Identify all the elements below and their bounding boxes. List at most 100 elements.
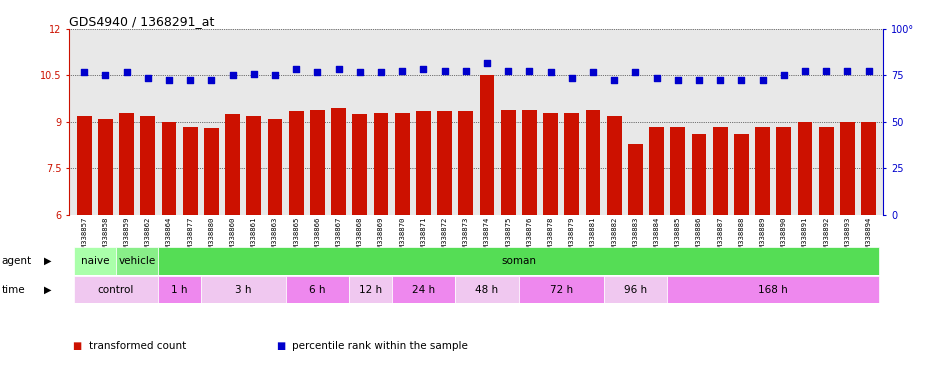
- Text: transformed count: transformed count: [89, 341, 186, 351]
- Bar: [519, 276, 603, 303]
- Bar: [416, 111, 431, 215]
- Point: [479, 60, 494, 66]
- Bar: [734, 134, 748, 215]
- Point: [459, 68, 474, 74]
- Text: ▶: ▶: [44, 256, 52, 266]
- Bar: [74, 276, 158, 303]
- Bar: [74, 247, 116, 275]
- Bar: [116, 247, 158, 275]
- Bar: [352, 114, 367, 215]
- Point: [840, 68, 855, 74]
- Bar: [819, 127, 833, 215]
- Bar: [500, 109, 515, 215]
- Bar: [310, 109, 325, 215]
- Point: [183, 77, 198, 83]
- Text: 96 h: 96 h: [623, 285, 647, 295]
- Point: [352, 69, 367, 75]
- Bar: [586, 109, 600, 215]
- Bar: [98, 119, 113, 215]
- Point: [310, 69, 325, 75]
- Text: 6 h: 6 h: [309, 285, 326, 295]
- Bar: [183, 127, 198, 215]
- Point: [374, 69, 388, 75]
- Point: [564, 75, 579, 81]
- Point: [98, 72, 113, 78]
- Point: [586, 69, 600, 75]
- Text: ■: ■: [276, 341, 285, 351]
- Bar: [141, 116, 155, 215]
- Bar: [289, 111, 303, 215]
- Text: vehicle: vehicle: [118, 256, 155, 266]
- Point: [438, 68, 452, 74]
- Point: [692, 77, 707, 83]
- Bar: [225, 114, 240, 215]
- Text: 72 h: 72 h: [549, 285, 573, 295]
- Point: [755, 77, 770, 83]
- Text: naive: naive: [80, 256, 109, 266]
- Bar: [713, 127, 728, 215]
- Point: [607, 77, 622, 83]
- Point: [289, 66, 303, 72]
- Bar: [201, 276, 286, 303]
- Point: [119, 69, 134, 75]
- Text: 24 h: 24 h: [412, 285, 435, 295]
- Point: [331, 66, 346, 72]
- Point: [628, 69, 643, 75]
- Point: [861, 68, 876, 74]
- Bar: [861, 122, 876, 215]
- Bar: [455, 276, 519, 303]
- Point: [500, 68, 515, 74]
- Bar: [667, 276, 879, 303]
- Bar: [564, 113, 579, 215]
- Bar: [374, 113, 388, 215]
- Text: percentile rank within the sample: percentile rank within the sample: [292, 341, 468, 351]
- Bar: [603, 276, 667, 303]
- Point: [522, 68, 536, 74]
- Text: 3 h: 3 h: [235, 285, 252, 295]
- Text: time: time: [2, 285, 26, 295]
- Bar: [649, 127, 664, 215]
- Point: [797, 68, 812, 74]
- Text: agent: agent: [2, 256, 32, 266]
- Bar: [797, 122, 812, 215]
- Point: [77, 69, 92, 75]
- Point: [267, 72, 282, 78]
- Bar: [77, 116, 92, 215]
- Point: [734, 77, 748, 83]
- Point: [776, 72, 791, 78]
- Bar: [267, 119, 282, 215]
- Bar: [162, 122, 177, 215]
- Point: [246, 71, 261, 77]
- Bar: [459, 111, 474, 215]
- Text: 1 h: 1 h: [171, 285, 188, 295]
- Point: [225, 72, 240, 78]
- Text: 12 h: 12 h: [359, 285, 382, 295]
- Text: ▶: ▶: [44, 285, 52, 295]
- Bar: [776, 127, 791, 215]
- Point: [543, 69, 558, 75]
- Bar: [286, 276, 350, 303]
- Text: GDS4940 / 1368291_at: GDS4940 / 1368291_at: [69, 15, 215, 28]
- Bar: [628, 144, 643, 215]
- Text: ■: ■: [72, 341, 81, 351]
- Bar: [331, 108, 346, 215]
- Bar: [350, 276, 391, 303]
- Text: 168 h: 168 h: [758, 285, 788, 295]
- Bar: [607, 116, 622, 215]
- Bar: [755, 127, 770, 215]
- Point: [671, 77, 685, 83]
- Bar: [543, 113, 558, 215]
- Point: [141, 75, 155, 81]
- Bar: [671, 127, 685, 215]
- Bar: [391, 276, 455, 303]
- Point: [416, 66, 431, 72]
- Bar: [479, 75, 494, 215]
- Bar: [438, 111, 452, 215]
- Point: [713, 77, 728, 83]
- Point: [162, 77, 177, 83]
- Bar: [246, 116, 261, 215]
- Point: [395, 68, 410, 74]
- Bar: [522, 109, 536, 215]
- Text: soman: soman: [501, 256, 536, 266]
- Bar: [158, 276, 201, 303]
